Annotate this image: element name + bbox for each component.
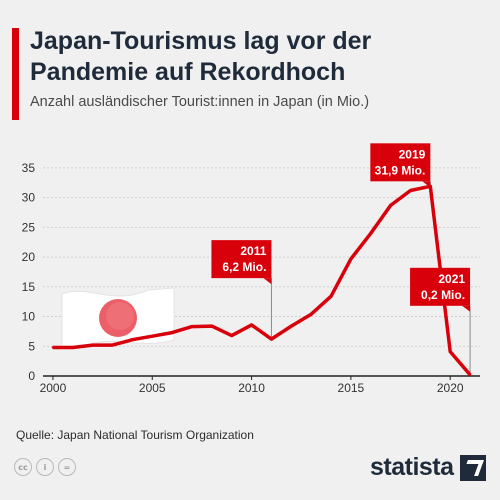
- brand-mark-icon: [459, 454, 486, 481]
- data-point: [290, 324, 293, 328]
- data-point: [409, 189, 412, 192]
- y-tick-label: 5: [28, 339, 35, 353]
- data-point: [349, 257, 353, 261]
- annotation-year: 2011: [240, 244, 266, 258]
- title-accent-bar: [12, 28, 19, 120]
- data-point: [131, 338, 134, 341]
- source-note: Quelle: Japan National Tourism Organizat…: [16, 428, 254, 442]
- x-tick-label: 2020: [437, 381, 464, 395]
- data-point: [449, 350, 452, 353]
- license-icons[interactable]: cc i =: [14, 458, 76, 476]
- x-tick-label: 2015: [338, 381, 365, 395]
- data-point: [329, 295, 333, 298]
- annotation-pointer: [422, 181, 431, 188]
- annotation-value: 0,2 Mio.: [421, 288, 465, 302]
- annotation-value: 31,9 Mio.: [375, 163, 426, 177]
- annotation-box: [370, 143, 431, 182]
- data-points: [51, 185, 472, 377]
- annotation: 2021 0,2 Mio.: [410, 267, 471, 312]
- annotation-value: 6,2 Mio.: [222, 260, 266, 274]
- data-point: [170, 331, 174, 334]
- data-point: [91, 343, 94, 347]
- equals-icon[interactable]: =: [58, 458, 76, 476]
- data-point: [111, 343, 114, 347]
- person-icon[interactable]: i: [36, 458, 54, 476]
- annotation-year: 2021: [438, 272, 465, 286]
- brand-name: statista: [370, 453, 454, 481]
- y-tick-label: 10: [22, 310, 36, 324]
- y-tick-label: 0: [28, 369, 35, 383]
- data-point: [230, 334, 233, 337]
- chart-subtitle: Anzahl ausländischer Tourist:innen in Ja…: [30, 94, 370, 110]
- annotation: 2019 31,9 Mio.: [370, 143, 431, 188]
- chart-title: Japan-Tourismus lag vor der Pandemie auf…: [30, 27, 372, 86]
- data-point: [309, 312, 313, 316]
- annotation-box: [410, 267, 471, 306]
- japan-flag-icon: [61, 287, 175, 347]
- series-line: [52, 184, 472, 376]
- annotations: 2011 6,2 Mio. 2019 31,9 Mio. 2021 0,2 Mio.: [211, 143, 471, 312]
- x-axis: 2000 2005 2010 2015 2020: [40, 376, 464, 395]
- data-point: [190, 325, 194, 328]
- data-point: [210, 324, 214, 328]
- y-tick-label: 20: [22, 250, 36, 264]
- data-point: [369, 232, 372, 235]
- cc-icon[interactable]: cc: [14, 458, 32, 476]
- data-point: [250, 323, 253, 327]
- annotation-pointer: [263, 278, 272, 285]
- annotation-pointer: [462, 305, 471, 312]
- x-tick-label: 2005: [139, 381, 166, 395]
- data-point: [51, 346, 55, 349]
- data-point: [151, 334, 154, 338]
- data-point: [389, 204, 392, 207]
- data-point: [270, 337, 273, 341]
- x-tick-label: 2010: [238, 381, 265, 395]
- y-tick-label: 25: [22, 220, 36, 234]
- x-tick-label: 2000: [40, 381, 67, 395]
- data-point: [71, 346, 74, 349]
- annotation-box: [211, 240, 272, 279]
- y-axis: 0 5 10 15 20 25 30 35: [22, 161, 36, 383]
- annotation-year: 2019: [399, 147, 426, 161]
- y-tick-label: 30: [22, 191, 36, 205]
- annotation: 2011 6,2 Mio.: [211, 240, 272, 285]
- y-tick-label: 15: [22, 280, 36, 294]
- line-chart: 0 5 10 15 20 25 30 35 2000 2005 2010 2015 2020 2011…: [22, 143, 480, 395]
- data-point: [468, 373, 472, 377]
- statista-logo[interactable]: statista: [370, 453, 486, 482]
- y-tick-label: 35: [22, 161, 36, 175]
